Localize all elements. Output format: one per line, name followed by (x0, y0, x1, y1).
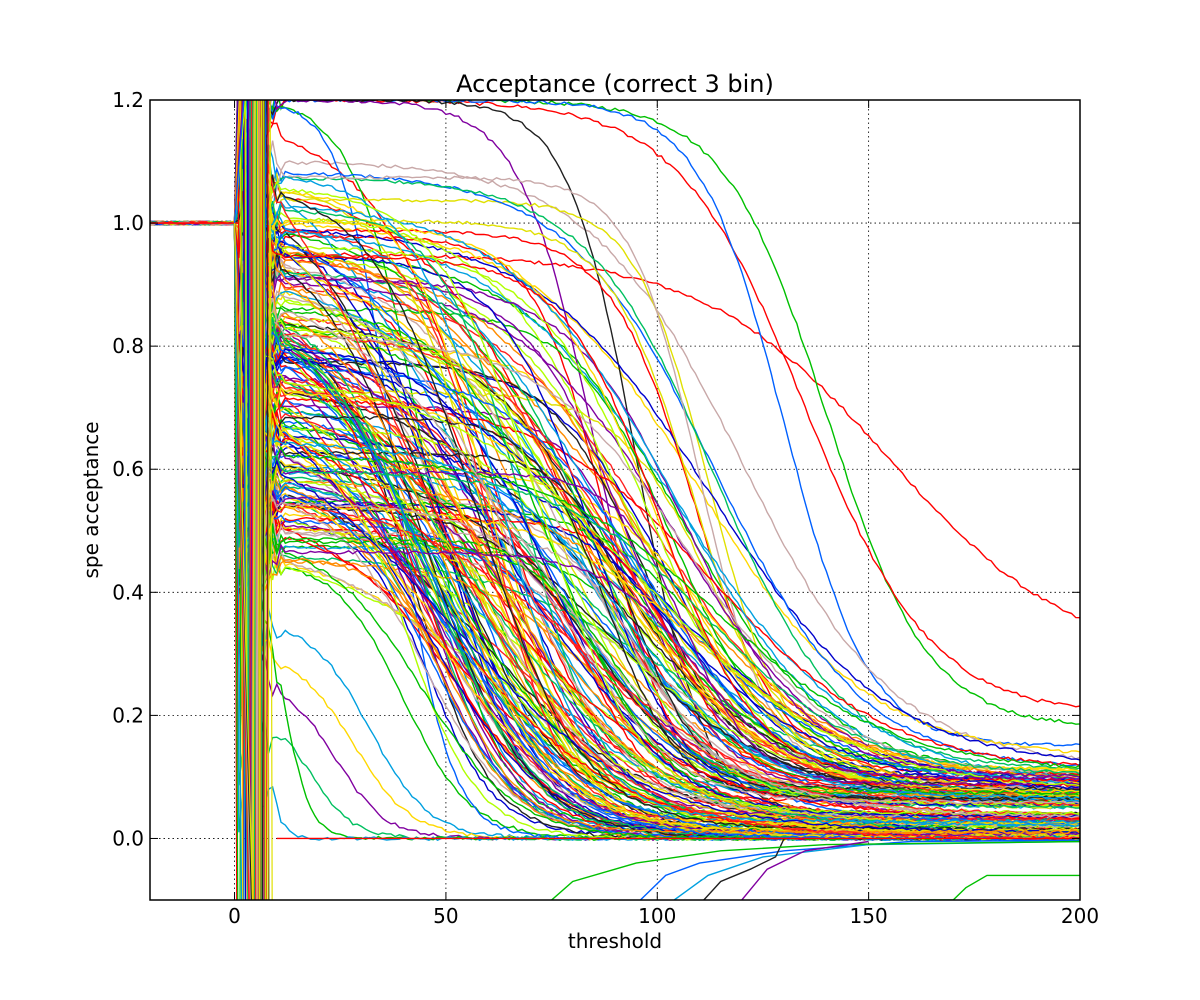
series-line (150, 220, 1080, 787)
series-line (150, 220, 1080, 792)
series-line (639, 839, 1080, 900)
series-line (551, 840, 1080, 900)
series-line (150, 220, 1080, 837)
series-line (150, 100, 1080, 760)
series-line (150, 220, 1080, 783)
series-line (150, 221, 1080, 787)
plot-frame (149, 99, 1081, 901)
series-line (150, 100, 1080, 725)
series-line (150, 220, 1080, 805)
x-tick-label: 150 (850, 904, 888, 928)
series-line (741, 840, 869, 900)
series-line (150, 220, 1080, 775)
series-line (150, 220, 1080, 796)
series-line (150, 220, 1080, 769)
y-axis-label: spe acceptance (79, 421, 103, 578)
series-line (150, 220, 1080, 768)
x-tick-label: 200 (1061, 904, 1099, 928)
series-line (233, 100, 270, 900)
series-line (150, 181, 1080, 761)
x-axis-label: threshold (568, 929, 662, 953)
series-line (150, 221, 1080, 816)
y-tick-label: 1.2 (112, 88, 144, 112)
series-line (150, 100, 1080, 770)
series-line (150, 220, 1080, 802)
series-line (150, 121, 1080, 824)
series-line (703, 838, 785, 900)
x-tick-label: 100 (638, 904, 676, 928)
chart-title: Acceptance (correct 3 bin) (456, 70, 774, 98)
y-tick-label: 1.0 (112, 211, 144, 235)
series-line (150, 100, 1080, 783)
x-tick-label: 50 (433, 904, 458, 928)
series-line (150, 220, 1080, 790)
series-line (150, 220, 1080, 833)
axis-ticks: 0 50 100 150 200 0.0 0.2 0.4 0.6 0.8 1.0 1.2 (112, 88, 1099, 928)
series-line (150, 220, 1080, 807)
series-line (150, 138, 1080, 786)
series-line (150, 220, 1080, 801)
series-line (150, 220, 1080, 783)
series-line (233, 100, 261, 900)
series-line (150, 220, 1080, 819)
series-line (150, 100, 1080, 841)
series-line (150, 221, 1080, 785)
series-line (233, 100, 269, 900)
y-tick-label: 0.2 (112, 703, 144, 727)
series-line (868, 874, 1080, 900)
series-line (150, 220, 1080, 796)
series-line (150, 220, 1080, 786)
x-tick-label: 0 (228, 904, 241, 928)
y-tick-label: 0.4 (112, 580, 144, 604)
series-line (150, 154, 1080, 825)
series-line (150, 108, 1080, 816)
series-line (233, 100, 273, 900)
series-line (150, 220, 1080, 818)
series-line (150, 168, 1080, 795)
series-line (150, 221, 1080, 835)
series-line (150, 175, 1080, 785)
series-line (150, 194, 1080, 808)
series-line (150, 220, 1080, 794)
y-tick-label: 0.6 (112, 457, 144, 481)
series-line (150, 220, 1080, 780)
series-layer (150, 100, 1080, 900)
y-tick-label: 0.8 (112, 334, 144, 358)
y-tick-label: 0.0 (112, 826, 144, 850)
series-line (150, 221, 1080, 806)
